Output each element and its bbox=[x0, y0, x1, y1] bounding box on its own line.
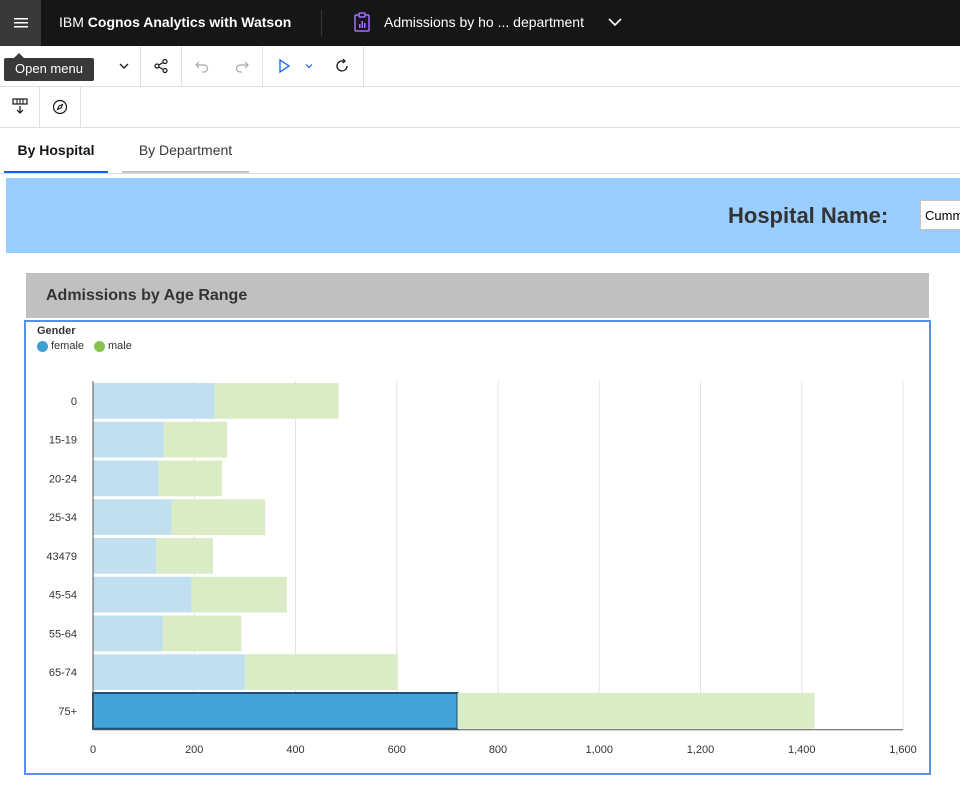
x-tick-label: 800 bbox=[489, 744, 507, 756]
bar-female[interactable] bbox=[93, 421, 164, 458]
chart-title: Admissions by Age Range bbox=[46, 287, 248, 304]
legend-title: Gender bbox=[37, 325, 76, 337]
toolbar-divider bbox=[39, 87, 40, 127]
hospital-name-label: Hospital Name: bbox=[728, 203, 889, 228]
toolbar-divider bbox=[363, 46, 364, 86]
y-tick-label: 25-34 bbox=[49, 512, 77, 524]
undo-icon[interactable] bbox=[182, 46, 222, 86]
bar-female[interactable] bbox=[93, 383, 215, 419]
bar-male[interactable] bbox=[156, 538, 213, 574]
bar-chart: 0 15-19 20-24 25-34 43479 45-54 55-64 65-74 75+ 0… bbox=[46, 381, 917, 756]
bar-female[interactable] bbox=[92, 692, 459, 730]
hospital-banner: Hospital Name: Cummings bbox=[6, 178, 960, 253]
run-options-chevron-down-icon[interactable] bbox=[298, 46, 320, 86]
run-icon[interactable] bbox=[270, 46, 298, 86]
x-tick-label: 200 bbox=[185, 744, 203, 756]
bar-female[interactable] bbox=[93, 615, 163, 652]
legend-swatch-male bbox=[94, 340, 105, 352]
y-tick-label: 43479 bbox=[46, 551, 77, 563]
legend-label-female: female bbox=[51, 340, 85, 352]
bar-male[interactable] bbox=[214, 383, 339, 419]
bar-male[interactable] bbox=[162, 615, 242, 652]
chart-header: Admissions by Age Range bbox=[26, 273, 929, 318]
toolbar-primary bbox=[0, 46, 960, 87]
legend-label-male: male bbox=[108, 340, 132, 352]
hamburger-icon bbox=[13, 18, 28, 28]
y-tick-label: 15-19 bbox=[49, 435, 77, 447]
bar-male[interactable] bbox=[171, 499, 266, 535]
tab-by-hospital[interactable]: By Hospital bbox=[4, 128, 108, 173]
header-divider bbox=[321, 10, 322, 36]
y-tick-label: 20-24 bbox=[49, 473, 77, 485]
chart-container[interactable]: Gender female male 0 15-19 20-24 25-34 43479… bbox=[24, 320, 931, 775]
menu-button[interactable] bbox=[0, 0, 41, 46]
tooltip: Open menu bbox=[4, 53, 94, 81]
bar-female[interactable] bbox=[93, 499, 172, 535]
chevron-down-icon[interactable] bbox=[108, 46, 140, 86]
bar-female[interactable] bbox=[93, 538, 157, 574]
legend-item-female[interactable]: female bbox=[37, 340, 84, 352]
redo-icon[interactable] bbox=[222, 46, 262, 86]
tab-by-department[interactable]: By Department bbox=[122, 128, 249, 173]
y-tick-label: 75+ bbox=[58, 706, 77, 718]
bar-male[interactable] bbox=[191, 576, 287, 613]
toolbar-divider bbox=[181, 46, 182, 86]
toolbar-divider bbox=[140, 46, 141, 86]
hospital-select[interactable]: Cummings bbox=[920, 200, 960, 230]
top-bar: IBM Cognos Analytics with Watson Admissi… bbox=[0, 0, 960, 46]
legend-swatch-female bbox=[37, 340, 48, 352]
clipboard-report-icon bbox=[353, 12, 371, 37]
bar-male[interactable] bbox=[244, 654, 398, 690]
share-icon[interactable] bbox=[141, 46, 181, 86]
x-tick-label: 400 bbox=[286, 744, 304, 756]
y-tick-label: 45-54 bbox=[49, 590, 77, 602]
x-tick-label: 1,600 bbox=[889, 744, 917, 756]
filter-insert-icon[interactable] bbox=[0, 87, 39, 127]
bar-female[interactable] bbox=[93, 576, 192, 613]
toolbar-divider bbox=[262, 46, 263, 86]
tab-bar: By Hospital By Department bbox=[0, 128, 960, 174]
x-tick-label: 1,000 bbox=[585, 744, 613, 756]
y-tick-label: 65-74 bbox=[49, 667, 77, 679]
y-tick-label: 0 bbox=[71, 396, 77, 408]
y-tick-label: 55-64 bbox=[49, 628, 77, 640]
x-tick-label: 1,200 bbox=[687, 744, 715, 756]
compass-icon[interactable] bbox=[40, 87, 80, 127]
bar-male[interactable] bbox=[158, 460, 223, 497]
legend-item-male[interactable]: male bbox=[94, 340, 132, 352]
bar-male[interactable] bbox=[163, 421, 228, 458]
x-tick-label: 600 bbox=[388, 744, 406, 756]
report-title[interactable]: Admissions by ho ... department bbox=[384, 14, 584, 30]
bar-female[interactable] bbox=[93, 460, 159, 497]
bar-female[interactable] bbox=[93, 654, 245, 690]
toolbar-secondary bbox=[0, 87, 960, 128]
x-tick-label: 0 bbox=[90, 744, 96, 756]
chevron-down-icon[interactable] bbox=[607, 14, 623, 35]
refresh-icon[interactable] bbox=[322, 46, 362, 86]
product-name: IBM Cognos Analytics with Watson bbox=[59, 14, 292, 30]
toolbar-divider bbox=[80, 87, 81, 127]
x-tick-label: 1,400 bbox=[788, 744, 816, 756]
bar-male[interactable] bbox=[457, 693, 815, 729]
